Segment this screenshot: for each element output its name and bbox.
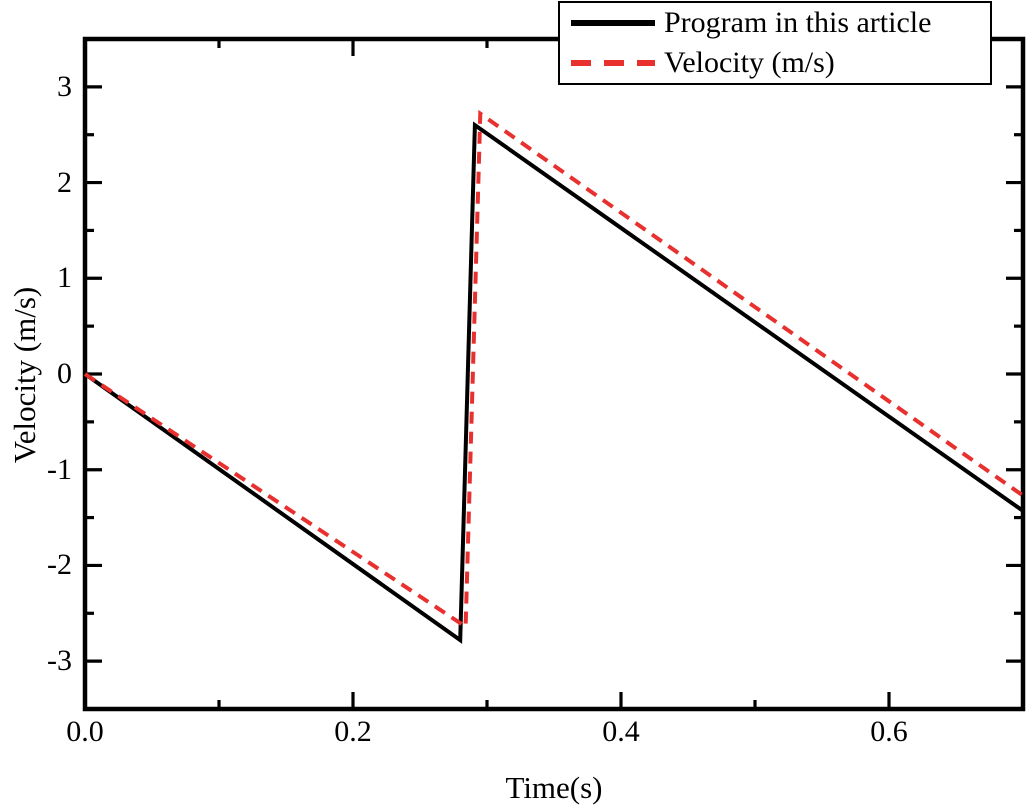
- y-tick-label: 0: [57, 357, 72, 390]
- x-tick-label: 0.2: [334, 715, 372, 748]
- y-tick-label: -1: [47, 452, 72, 486]
- x-tick-label: 0.0: [66, 715, 104, 748]
- legend-label-velocity: Velocity (m/s): [664, 45, 835, 79]
- x-axis-title: Time(s): [505, 770, 603, 805]
- legend: Program in this article Velocity (m/s): [558, 1, 992, 85]
- y-tick-label: 3: [57, 69, 72, 103]
- y-tick-label: -2: [47, 548, 72, 582]
- legend-entry-velocity: Velocity (m/s): [569, 44, 990, 82]
- y-tick-label: 1: [57, 261, 72, 295]
- series-line-1: [83, 109, 1025, 631]
- plot-frame: [82, 36, 1026, 712]
- x-tick-label: 0.6: [870, 715, 908, 748]
- y-tick-label: -3: [47, 644, 72, 678]
- y-tick-label: 2: [57, 165, 72, 199]
- legend-solid-line-icon: [571, 20, 655, 27]
- legend-label-program: Program in this article: [664, 6, 932, 40]
- series-line-0: [83, 121, 1025, 644]
- legend-entry-program: Program in this article: [569, 4, 990, 42]
- x-tick-label: 0.4: [602, 715, 640, 748]
- legend-dashed-line-icon: [571, 59, 655, 66]
